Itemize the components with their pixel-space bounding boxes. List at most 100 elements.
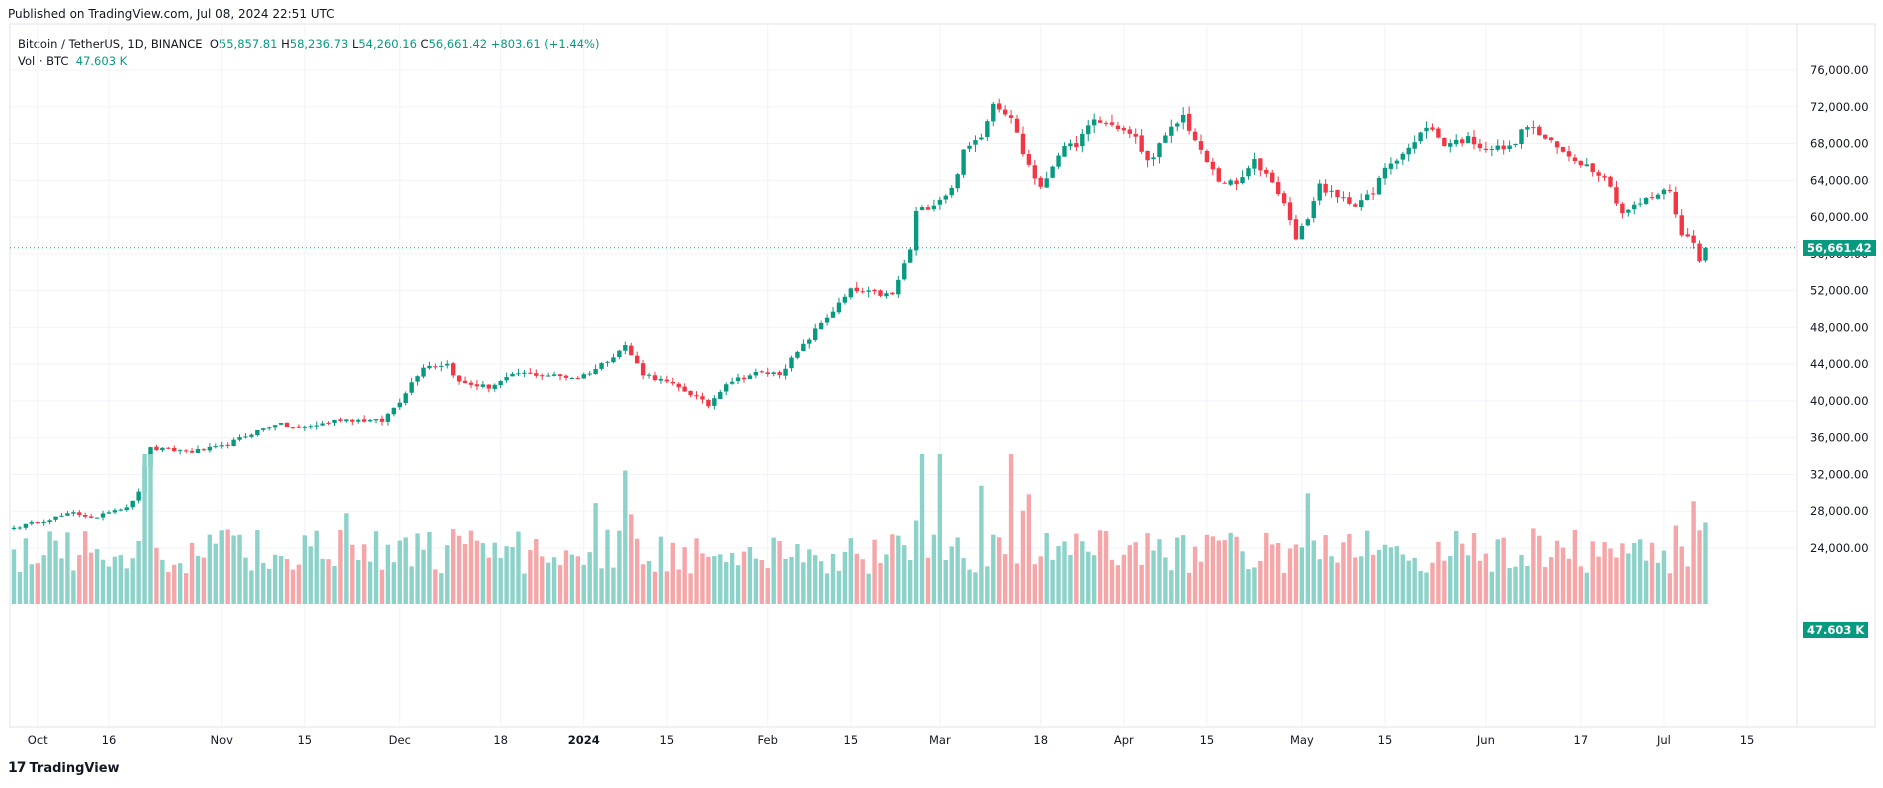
change-value: +803.61 (+1.44%): [490, 37, 600, 51]
volume-bar: [1186, 572, 1192, 604]
volume-bar: [1335, 562, 1340, 604]
volume-bar: [1293, 544, 1299, 604]
volume-bar: [450, 529, 456, 604]
volume-bar: [1626, 553, 1631, 604]
volume-bar: [1697, 530, 1702, 604]
volume-bar: [1548, 557, 1554, 604]
candle-body: [1448, 143, 1453, 147]
volume-bar: [130, 558, 135, 604]
volume-bar: [1454, 531, 1459, 604]
volume-bar: [1097, 530, 1103, 604]
volume-bar: [1370, 554, 1376, 604]
volume-bar: [1103, 531, 1109, 604]
volume-bar: [1216, 540, 1222, 604]
candle-body: [1145, 150, 1150, 161]
candle-body: [1323, 183, 1328, 193]
close-key: C: [420, 37, 429, 51]
candle-body: [979, 137, 984, 140]
candle-body: [836, 302, 842, 313]
chart-legend: Bitcoin / TetherUS, 1D, BINANCE O55,857.…: [18, 36, 599, 70]
y-tick-label: 24,000.00: [1810, 541, 1869, 555]
x-tick-label: 17: [1574, 733, 1589, 747]
x-tick-label: 16: [102, 733, 117, 747]
volume-value: 47.603 K: [75, 54, 128, 68]
candle-body: [1608, 176, 1613, 187]
candle-body: [1275, 182, 1281, 195]
candle-body: [646, 374, 652, 376]
candle-body: [1270, 172, 1275, 183]
candle-body: [17, 527, 23, 529]
volume-bar: [1180, 535, 1186, 604]
volume-bar: [1531, 528, 1536, 604]
x-tick-label: 18: [493, 733, 508, 747]
candle-body: [1507, 145, 1512, 149]
candle-body: [807, 339, 812, 344]
volume-bar: [1074, 533, 1079, 604]
candle-body: [290, 427, 296, 429]
candle-body: [350, 419, 355, 422]
volume-bar: [640, 564, 646, 604]
candle-body: [872, 289, 877, 292]
volume-bar: [575, 556, 581, 604]
x-tick-label: 15: [297, 733, 312, 747]
candle-body: [189, 450, 195, 453]
volume-bar: [17, 571, 23, 604]
volume-bar: [599, 568, 604, 604]
candle-body: [1454, 139, 1459, 145]
candle-body: [664, 379, 670, 382]
volume-bar: [326, 559, 331, 604]
candle-body: [1560, 146, 1566, 152]
volume-bar: [361, 544, 367, 604]
x-tick-label: Jul: [1656, 733, 1671, 747]
candle-body: [973, 140, 978, 145]
volume-bar: [931, 534, 937, 604]
volume-bar: [462, 544, 468, 604]
candle-body: [261, 428, 266, 430]
candle-body: [1121, 127, 1127, 131]
volume-bar: [902, 545, 907, 604]
high-key: H: [281, 37, 290, 51]
tradingview-logo[interactable]: 17 TradingView: [8, 760, 120, 776]
y-tick-label: 48,000.00: [1810, 320, 1869, 334]
volume-bar: [1198, 561, 1204, 604]
candle-body: [1281, 193, 1287, 204]
candle-body: [1329, 190, 1334, 192]
volume-bar: [1341, 542, 1346, 604]
candle-body: [231, 439, 236, 447]
volume-bar: [854, 553, 859, 604]
x-tick-label: 15: [844, 733, 859, 747]
volume-bar: [1382, 544, 1388, 604]
volume-bar: [1020, 510, 1026, 604]
volume-bar: [676, 569, 681, 604]
candle-body: [1643, 198, 1649, 204]
candle-body: [1679, 215, 1684, 236]
candle-body: [1459, 139, 1465, 144]
x-tick-label: 15: [1378, 733, 1393, 747]
candle-body: [1180, 114, 1186, 123]
volume-bar: [1169, 570, 1174, 604]
candle-body: [1584, 164, 1589, 167]
volume-bar: [919, 454, 925, 604]
volume-bar: [741, 551, 747, 604]
volume-bar: [504, 546, 509, 604]
volume-bar: [1507, 568, 1512, 604]
volume-bar: [249, 570, 254, 604]
volume-bar: [492, 542, 497, 604]
candle-body: [943, 195, 948, 200]
volume-bar: [1661, 550, 1667, 604]
volume-bar: [700, 553, 705, 604]
candle-body: [712, 398, 717, 406]
candle-body: [682, 386, 687, 392]
candle-body: [1133, 133, 1138, 137]
volume-bar: [884, 554, 889, 604]
candle-body: [1198, 141, 1204, 150]
candle-body: [1548, 137, 1554, 141]
volume-bar: [338, 529, 343, 604]
candle-body: [1204, 150, 1210, 163]
volume-bar: [836, 570, 842, 604]
candle-body: [878, 290, 883, 296]
volume-bar: [427, 532, 432, 604]
volume-bar: [35, 563, 40, 604]
volume-bar: [486, 557, 491, 604]
